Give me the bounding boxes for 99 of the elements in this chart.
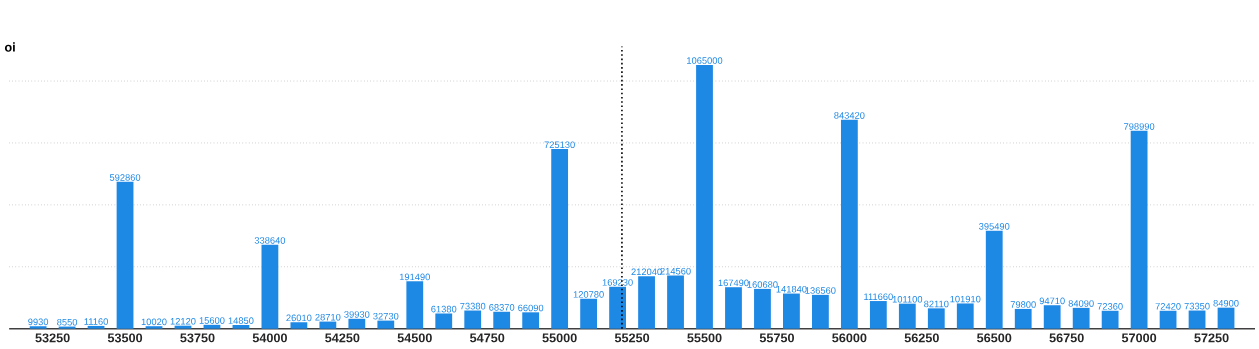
bar	[1072, 308, 1090, 329]
data-label: 338640	[254, 237, 286, 244]
data-label: 66090	[518, 304, 544, 312]
x-tick-label: 57250	[1194, 333, 1229, 343]
data-label: 120780	[573, 291, 604, 298]
bar	[609, 286, 626, 329]
x-tick-label: 54250	[325, 333, 360, 343]
data-label: 1065000	[687, 57, 723, 65]
bar	[1188, 310, 1206, 329]
data-label: 82110	[924, 300, 949, 308]
bar	[377, 320, 395, 329]
data-label: 73380	[460, 303, 486, 310]
data-label: 68370	[489, 304, 515, 311]
x-tick-label: 54750	[470, 333, 505, 343]
bar	[898, 303, 916, 329]
data-label: 12120	[170, 318, 196, 325]
bar	[348, 318, 366, 329]
bar	[232, 325, 250, 329]
bar	[927, 308, 945, 329]
bar	[435, 313, 453, 329]
data-label: 26010	[286, 314, 312, 322]
bar	[145, 326, 163, 329]
data-label: 61380	[431, 305, 457, 313]
data-label: 73350	[1184, 303, 1210, 310]
data-label: 94710	[1039, 297, 1065, 305]
bar	[869, 301, 887, 329]
bar	[754, 289, 771, 329]
data-label: 72420	[1155, 303, 1181, 310]
data-label: 9930	[28, 318, 49, 326]
x-tick-label: 56500	[977, 333, 1012, 343]
data-label: 15600	[199, 317, 225, 324]
bar	[956, 303, 974, 329]
x-tick-label: 55500	[687, 333, 722, 343]
data-label: 10020	[141, 318, 167, 326]
bar	[493, 311, 511, 329]
x-tick-label: 56750	[1049, 333, 1084, 343]
data-label: 798990	[1124, 123, 1155, 130]
data-label: 167490	[718, 279, 749, 287]
bar	[667, 275, 684, 329]
data-label: 84900	[1213, 300, 1239, 307]
data-label: 136560	[805, 287, 836, 294]
bar	[1217, 307, 1235, 329]
bar	[87, 326, 105, 329]
data-label: 79800	[1010, 301, 1036, 309]
bar	[319, 321, 337, 329]
x-tick-label: 55250	[614, 333, 650, 343]
data-label: 191490	[399, 273, 430, 281]
bar	[406, 281, 424, 329]
x-tick-label: 53750	[180, 333, 215, 343]
x-tick-label: 56250	[904, 333, 939, 343]
bar	[985, 230, 1003, 329]
x-tick-label: 57000	[1121, 333, 1157, 343]
data-label: 32730	[373, 313, 399, 320]
bar	[29, 326, 47, 329]
bar	[580, 298, 598, 329]
bar	[203, 324, 221, 329]
bar	[116, 182, 134, 329]
data-label: 28710	[315, 314, 341, 321]
data-label: 169230	[602, 279, 633, 286]
bar	[464, 310, 482, 329]
bar	[261, 244, 279, 329]
data-label: 72360	[1097, 303, 1123, 310]
bar	[812, 295, 829, 329]
bar	[783, 293, 800, 329]
x-tick-label: 54500	[397, 333, 432, 343]
x-tick-label: 55750	[759, 333, 795, 343]
bar	[551, 149, 569, 329]
data-label: 725130	[544, 141, 575, 149]
bar	[174, 325, 192, 329]
data-label: 101100	[892, 296, 923, 303]
bar	[1014, 309, 1032, 329]
bar	[696, 65, 713, 329]
bar	[1043, 305, 1061, 329]
x-tick-label: 53250	[35, 333, 70, 343]
data-label: 111660	[864, 293, 893, 301]
bar	[522, 312, 540, 329]
x-tick-label: 56000	[832, 333, 867, 343]
data-label: 8550	[57, 319, 78, 326]
x-tick-label: 53500	[107, 333, 143, 343]
y-axis-title: oi	[4, 42, 15, 52]
data-label: 14850	[228, 317, 254, 325]
data-label: 11160	[84, 318, 108, 326]
bar	[1101, 310, 1119, 329]
data-label: 395490	[979, 223, 1010, 230]
data-label: 84090	[1068, 300, 1094, 307]
x-tick-label: 55000	[542, 333, 577, 343]
data-label: 141840	[776, 286, 807, 293]
bar	[1130, 130, 1148, 329]
data-label: 101910	[950, 295, 981, 303]
bar	[725, 287, 742, 329]
data-label: 843420	[834, 112, 865, 119]
data-label: 160680	[747, 281, 778, 288]
bar	[840, 119, 858, 329]
bar	[290, 322, 308, 329]
data-label: 592860	[109, 174, 141, 181]
bar	[638, 276, 655, 329]
x-tick-label: 54000	[252, 333, 287, 343]
data-label: 39930	[344, 311, 370, 318]
bar	[1159, 310, 1177, 329]
